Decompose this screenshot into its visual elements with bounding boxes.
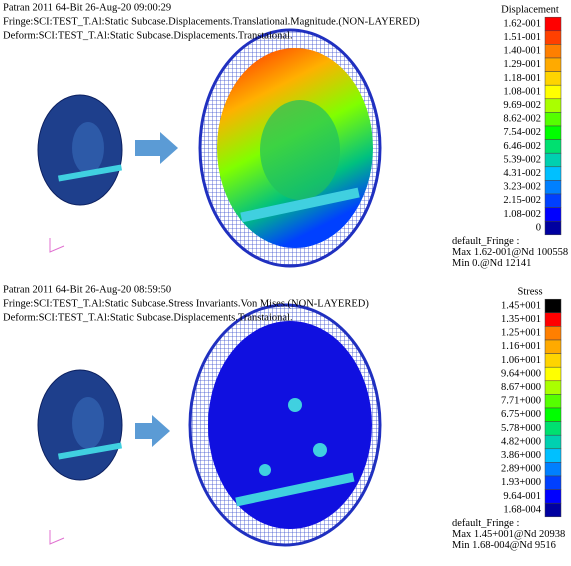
legend-swatch [545, 503, 561, 517]
legend-label: 6.46-002 [503, 141, 541, 152]
footer-line: Min 0.@Nd 12141 [452, 258, 531, 269]
legend-swatch [545, 167, 561, 181]
legend-swatch [545, 72, 561, 86]
legend-swatch [545, 58, 561, 72]
header-line: Fringe:SCI:TEST_T.Al:Static Subcase.Disp… [3, 16, 420, 27]
legend-label: 0 [536, 222, 541, 233]
legend-label: 2.89+000 [501, 464, 541, 475]
legend-swatch [545, 381, 561, 395]
legend-label: 1.18-001 [503, 73, 541, 84]
legend-swatch [545, 394, 561, 408]
legend-label: 1.06+001 [501, 355, 541, 366]
legend-label: 1.08-002 [503, 209, 541, 220]
legend-swatch [545, 126, 561, 140]
legend-swatch [545, 326, 561, 340]
legend-swatch [545, 208, 561, 222]
legend-label: 9.64-001 [503, 491, 541, 502]
footer-line: Max 1.45+001@Nd 20938 [452, 529, 565, 540]
legend-swatch [545, 17, 561, 31]
legend-label: 4.31-002 [503, 168, 541, 179]
legend-swatch [545, 462, 561, 476]
legend-label: 1.08-001 [503, 86, 541, 97]
legend-swatch [545, 476, 561, 490]
legend-label: 1.51-001 [503, 32, 541, 43]
legend-swatch [545, 112, 561, 126]
page: Patran 2011 64-Bit 26-Aug-20 09:00:29 Fri… [0, 0, 571, 566]
legend-label: 1.16+001 [501, 341, 541, 352]
legend-swatch [545, 422, 561, 436]
footer-line: default_Fringe : [452, 236, 519, 247]
legend-label: 1.45+001 [501, 300, 541, 311]
legend-label: 5.39-002 [503, 154, 541, 165]
legend-title: Displacement [501, 4, 559, 15]
legend-label: 3.23-002 [503, 182, 541, 193]
legend-swatch [545, 140, 561, 154]
legend-swatch [545, 44, 561, 58]
legend-swatch [545, 313, 561, 327]
legend-label: 2.15-002 [503, 195, 541, 206]
legend-label: 8.67+000 [501, 382, 541, 393]
screenshot: Patran 2011 64-Bit 26-Aug-20 09:00:29 Fri… [0, 0, 571, 566]
legend-label: 7.54-002 [503, 127, 541, 138]
model-view [38, 30, 380, 266]
legend-swatch [545, 153, 561, 167]
legend-swatch [545, 367, 561, 381]
legend-swatch [545, 490, 561, 504]
legend-swatch [545, 85, 561, 99]
legend-swatch [545, 31, 561, 45]
legend-swatch [545, 435, 561, 449]
legend-swatch [545, 408, 561, 422]
legend-title: Stress [517, 286, 542, 297]
header-line: Fringe:SCI:TEST_T.Al:Static Subcase.Stre… [3, 298, 369, 309]
legend-label: 9.69-002 [503, 100, 541, 111]
header-line: Patran 2011 64-Bit 26-Aug-20 09:00:29 [3, 2, 171, 13]
header-line: Deform:SCI:TEST_T.Al:Static Subcase.Disp… [3, 312, 293, 323]
legend-label: 1.62-001 [503, 18, 541, 29]
legend-label: 1.40-001 [503, 46, 541, 57]
legend-swatch [545, 99, 561, 113]
model-view [38, 305, 380, 545]
legend-label: 3.86+000 [501, 450, 541, 461]
legend-label: 1.25+001 [501, 328, 541, 339]
footer-line: Min 1.68-004@Nd 9516 [452, 540, 556, 551]
footer-line: Max 1.62-001@Nd 100558 [452, 247, 568, 258]
legend-swatch [545, 299, 561, 313]
footer-line: default_Fringe : [452, 518, 519, 529]
legend-swatch [545, 180, 561, 194]
legend-swatch [545, 221, 561, 235]
legend-label: 7.71+000 [501, 396, 541, 407]
legend-swatch [545, 340, 561, 354]
legend-label: 8.62-002 [503, 114, 541, 125]
legend-swatch [545, 354, 561, 368]
legend-label: 9.64+000 [501, 368, 541, 379]
legend-label: 1.35+001 [501, 314, 541, 325]
legend-label: 1.29-001 [503, 59, 541, 70]
legend-swatch [545, 194, 561, 208]
header-line: Deform:SCI:TEST_T.Al:Static Subcase.Disp… [3, 30, 293, 41]
legend-label: 5.78+000 [501, 423, 541, 434]
header-line: Patran 2011 64-Bit 26-Aug-20 08:59:50 [3, 284, 171, 295]
legend-label: 1.68-004 [503, 504, 541, 515]
legend-label: 4.82+000 [501, 436, 541, 447]
legend-label: 1.93+000 [501, 477, 541, 488]
legend-swatch [545, 449, 561, 463]
legend-label: 6.75+000 [501, 409, 541, 420]
